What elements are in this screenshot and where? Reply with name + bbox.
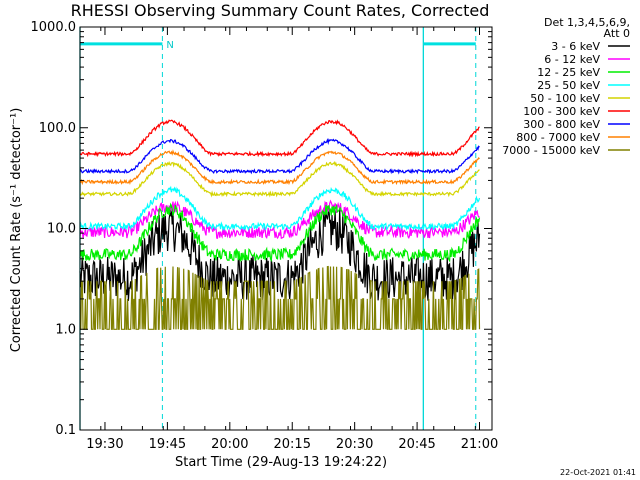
x-tick-label-4: 20:30: [336, 437, 373, 452]
plot-area: N: [79, 27, 481, 430]
series-3-6-kev: [79, 205, 481, 302]
series-100-300-kev: [79, 119, 480, 158]
legend-label-0: 3 - 6 keV: [551, 40, 600, 53]
series-300-800-kev: [79, 138, 480, 175]
series-line-1: [79, 199, 480, 240]
series-line-0: [79, 205, 481, 302]
axis-ticks: 0.1 1.0 10.0 100.0 1000.0 19:30 19:45 20:00 20:1…: [31, 20, 499, 452]
series-line-8: [80, 265, 481, 330]
y-tick-label-1: 1.0: [55, 322, 76, 337]
x-tick-label-1: 19:45: [149, 437, 186, 452]
legend-label-8: 7000 - 15000 keV: [502, 144, 600, 157]
series-6-12-kev: [79, 199, 480, 240]
x-tick-label-6: 21:00: [461, 437, 498, 452]
y-tick-label-3: 100.0: [39, 121, 76, 136]
chart-title: RHESSI Observing Summary Count Rates, Co…: [71, 1, 490, 20]
series-line-2: [79, 202, 481, 263]
y-tick-label-2: 10.0: [47, 222, 76, 237]
x-tick-label-2: 20:00: [211, 437, 248, 452]
series-7000-15000-kev: [80, 265, 481, 330]
legend-label-5: 100 - 300 keV: [523, 105, 600, 118]
series-25-50-kev: [79, 185, 481, 232]
series-line-3: [79, 185, 481, 232]
series-12-25-kev: [79, 202, 481, 263]
legend-label-3: 25 - 50 keV: [537, 79, 600, 92]
y-axis-label: Corrected Count Rate (s⁻¹ detector⁻¹): [9, 108, 24, 353]
legend-header-1: Att 0: [604, 27, 630, 40]
series-50-100-kev: [79, 160, 480, 198]
series-line-6: [79, 138, 480, 175]
flag-label-0: N: [166, 40, 173, 51]
legend-header-0: Det 1,3,4,5,6,9,: [544, 16, 630, 29]
x-axis-label: Start Time (29-Aug-13 19:24:22): [175, 455, 387, 470]
legend-label-6: 300 - 800 keV: [523, 118, 600, 131]
series-line-5: [79, 119, 480, 158]
x-tick-label-0: 19:30: [86, 437, 123, 452]
legend-label-7: 800 - 7000 keV: [516, 131, 600, 144]
x-tick-label-3: 20:15: [274, 437, 311, 452]
legend-label-1: 6 - 12 keV: [544, 53, 600, 66]
y-tick-label-0: 0.1: [55, 423, 76, 438]
series-800-7000-kev: [79, 149, 480, 186]
legend-label-2: 12 - 25 keV: [537, 66, 600, 79]
legend-label-4: 50 - 100 keV: [530, 92, 600, 105]
x-tick-label-5: 20:45: [398, 437, 435, 452]
series-line-4: [79, 160, 480, 198]
timestamp: 22-Oct-2021 01:41: [560, 468, 636, 477]
y-tick-label-4: 1000.0: [31, 20, 77, 35]
series-line-7: [79, 149, 480, 186]
